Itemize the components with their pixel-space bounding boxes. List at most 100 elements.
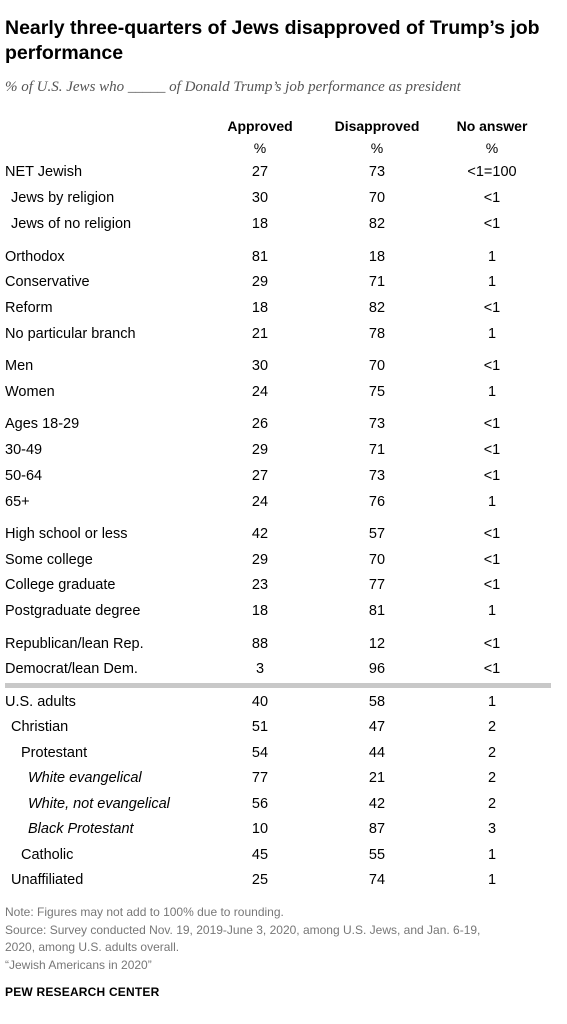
row-label: Protestant xyxy=(21,745,88,761)
organization-credit: PEW RESEARCH CENTER xyxy=(5,985,160,999)
disapproved-value: 74 xyxy=(368,872,386,888)
no-answer-value: <1 xyxy=(483,577,501,593)
approved-value: 18 xyxy=(251,603,269,619)
row-label: Black Protestant xyxy=(28,821,134,837)
row-label: High school or less xyxy=(5,526,128,542)
row-label: Some college xyxy=(5,552,93,568)
no-answer-value: <1 xyxy=(483,636,501,652)
no-answer-value: 2 xyxy=(487,719,497,735)
approved-value: 51 xyxy=(251,719,269,735)
no-answer-value: 1 xyxy=(487,249,497,265)
disapproved-value: 47 xyxy=(368,719,386,735)
table-row: 65+ 24 76 1 xyxy=(0,490,567,514)
disapproved-value: 18 xyxy=(368,249,386,265)
disapproved-value: 96 xyxy=(368,661,386,677)
row-label: Postgraduate degree xyxy=(5,603,141,619)
disapproved-value: 55 xyxy=(368,847,386,863)
row-label: U.S. adults xyxy=(5,694,76,710)
approved-value: 26 xyxy=(251,416,269,432)
column-unit-approved: % xyxy=(253,140,267,156)
disapproved-value: 42 xyxy=(368,796,386,812)
disapproved-value: 44 xyxy=(368,745,386,761)
row-label: Ages 18-29 xyxy=(5,416,80,432)
approved-value: 21 xyxy=(251,326,269,342)
column-header-disapproved: Disapproved xyxy=(334,118,420,134)
no-answer-value: 3 xyxy=(487,821,497,837)
approved-value: 3 xyxy=(255,661,265,677)
table-row: Republican/lean Rep. 88 12 <1 xyxy=(0,632,567,656)
note-line: Note: Figures may not add to 100% due to… xyxy=(5,905,284,919)
approved-value: 30 xyxy=(251,358,269,374)
table-row: Postgraduate degree 18 81 1 xyxy=(0,599,567,623)
row-label: Jews of no religion xyxy=(11,216,132,232)
no-answer-value: 1 xyxy=(487,603,497,619)
disapproved-value: 70 xyxy=(368,552,386,568)
row-label: Democrat/lean Dem. xyxy=(5,661,138,677)
row-label: Reform xyxy=(5,300,53,316)
no-answer-value: <1 xyxy=(483,442,501,458)
no-answer-value: <1 xyxy=(483,526,501,542)
row-label: No particular branch xyxy=(5,326,136,342)
section-divider xyxy=(5,683,551,688)
no-answer-value: <1 xyxy=(483,468,501,484)
row-label: Unaffiliated xyxy=(11,872,84,888)
table-row: U.S. adults 40 58 1 xyxy=(0,690,567,714)
approved-value: 10 xyxy=(251,821,269,837)
disapproved-value: 12 xyxy=(368,636,386,652)
table-row: Black Protestant 10 87 3 xyxy=(0,817,567,841)
no-answer-value: <1 xyxy=(483,300,501,316)
disapproved-value: 58 xyxy=(368,694,386,710)
approved-value: 24 xyxy=(251,384,269,400)
no-answer-value: 1 xyxy=(487,847,497,863)
approved-value: 24 xyxy=(251,494,269,510)
approved-value: 40 xyxy=(251,694,269,710)
table-row: 30-49 29 71 <1 xyxy=(0,438,567,462)
approved-value: 25 xyxy=(251,872,269,888)
row-label: Conservative xyxy=(5,274,90,290)
row-label: Jews by religion xyxy=(11,190,115,206)
no-answer-value: <1 xyxy=(483,358,501,374)
column-header-approved: Approved xyxy=(227,118,293,134)
row-label: Catholic xyxy=(21,847,74,863)
approved-value: 29 xyxy=(251,552,269,568)
no-answer-value: <1 xyxy=(483,552,501,568)
column-unit-no-answer: % xyxy=(485,140,499,156)
disapproved-value: 21 xyxy=(368,770,386,786)
chart-subtitle: % of U.S. Jews who _____ of Donald Trump… xyxy=(5,79,461,95)
source-line: Source: Survey conducted Nov. 19, 2019-J… xyxy=(5,922,481,937)
disapproved-value: 76 xyxy=(368,494,386,510)
table-row: High school or less 42 57 <1 xyxy=(0,522,567,546)
disapproved-value: 77 xyxy=(368,577,386,593)
disapproved-value: 70 xyxy=(368,190,386,206)
table-row: Jews of no religion 18 82 <1 xyxy=(0,212,567,236)
table-row: Women 24 75 1 xyxy=(0,380,567,404)
approved-value: 29 xyxy=(251,442,269,458)
table-row: Democrat/lean Dem. 3 96 <1 xyxy=(0,657,567,681)
row-label: Christian xyxy=(11,719,69,735)
no-answer-value: 2 xyxy=(487,770,497,786)
row-label: 30-49 xyxy=(5,442,43,458)
no-answer-value: 1 xyxy=(487,872,497,888)
disapproved-value: 71 xyxy=(368,442,386,458)
no-answer-value: <1 xyxy=(483,190,501,206)
column-unit-disapproved: % xyxy=(370,140,384,156)
row-label: 50-64 xyxy=(5,468,43,484)
notes: Note: Figures may not add to 100% due to… xyxy=(5,904,560,974)
disapproved-value: 57 xyxy=(368,526,386,542)
table-row: White, not evangelical 56 42 2 xyxy=(0,792,567,816)
disapproved-value: 82 xyxy=(368,300,386,316)
table-row: Ages 18-29 26 73 <1 xyxy=(0,412,567,436)
table-row: Men 30 70 <1 xyxy=(0,354,567,378)
approved-value: 27 xyxy=(251,468,269,484)
row-label: Men xyxy=(5,358,34,374)
approved-value: 30 xyxy=(251,190,269,206)
approved-value: 45 xyxy=(251,847,269,863)
approved-value: 88 xyxy=(251,636,269,652)
no-answer-value: 1 xyxy=(487,494,497,510)
no-answer-value: <1 xyxy=(483,416,501,432)
disapproved-value: 81 xyxy=(368,603,386,619)
approved-value: 77 xyxy=(251,770,269,786)
no-answer-value: 2 xyxy=(487,745,497,761)
column-header-no-answer: No answer xyxy=(456,118,528,134)
report-title: “Jewish Americans in 2020” xyxy=(5,957,152,972)
